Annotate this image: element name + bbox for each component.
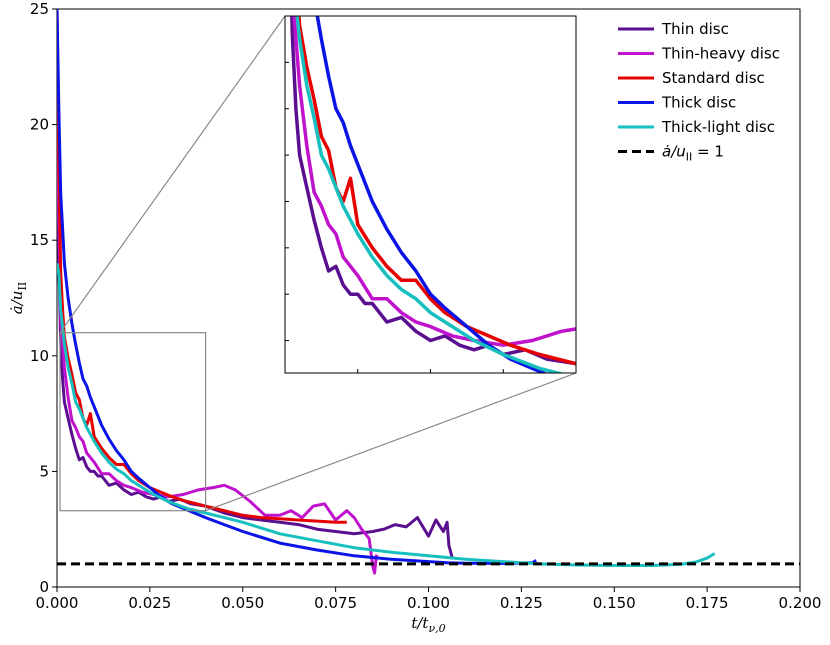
legend-label: ȧ/uII = 1	[662, 143, 724, 164]
inset-series-line-thin-heavy-disc	[292, 16, 576, 347]
inset-series-line-standard-disc	[297, 16, 576, 366]
x-tick-label: 0.025	[128, 594, 171, 612]
y-axis-label: ȧ/uII	[8, 282, 29, 314]
y-tick-label: 10	[30, 347, 49, 365]
legend-label: Thin-heavy disc	[661, 45, 780, 63]
x-tick-label: 0.075	[314, 594, 357, 612]
inset-ticks	[285, 61, 504, 373]
inset-zoom-region	[59, 332, 207, 512]
y-tick-label: 0	[39, 578, 49, 596]
x-tick-label: 0.150	[593, 594, 636, 612]
inset-frame	[284, 15, 577, 374]
x-axis: 0.000 0.025 0.050 0.075 0.100 0.125 0.150 0.175…	[36, 587, 822, 612]
y-tick-label: 15	[30, 231, 49, 249]
series-line-thick-light-disc	[57, 263, 716, 567]
inset-connector-line	[205, 372, 577, 512]
x-tick-label: 0.000	[36, 594, 79, 612]
x-tick-label: 0.175	[686, 594, 729, 612]
legend-label: Thick-light disc	[661, 118, 775, 136]
inset-connector-line	[59, 15, 286, 334]
series-line-thick-disc	[57, 9, 537, 565]
x-tick-label: 0.050	[221, 594, 264, 612]
inset-series-line-thick-light-disc	[295, 16, 565, 373]
legend-label: Standard disc	[662, 69, 765, 87]
legend-label: Thin disc	[661, 20, 729, 38]
y-axis: 0 5 10 15 20 25	[30, 0, 57, 596]
plot-series	[57, 9, 800, 575]
y-tick-label: 5	[39, 462, 49, 480]
series-line-thin-heavy-disc	[57, 32, 378, 575]
legend: Thin disc Thin-heavy disc Standard disc Thi…	[618, 20, 780, 164]
inset-series	[290, 16, 576, 373]
y-tick-label: 20	[30, 116, 49, 134]
series-line-standard-disc	[57, 9, 347, 524]
x-tick-label: 0.200	[779, 594, 822, 612]
x-tick-label: 0.125	[500, 594, 543, 612]
legend-label: Thick disc	[661, 94, 736, 112]
x-tick-label: 0.100	[407, 594, 450, 612]
y-tick-label: 25	[30, 0, 49, 18]
inset-series-line-thick-disc	[315, 16, 548, 373]
x-axis-label: t/tν,0	[411, 614, 445, 635]
